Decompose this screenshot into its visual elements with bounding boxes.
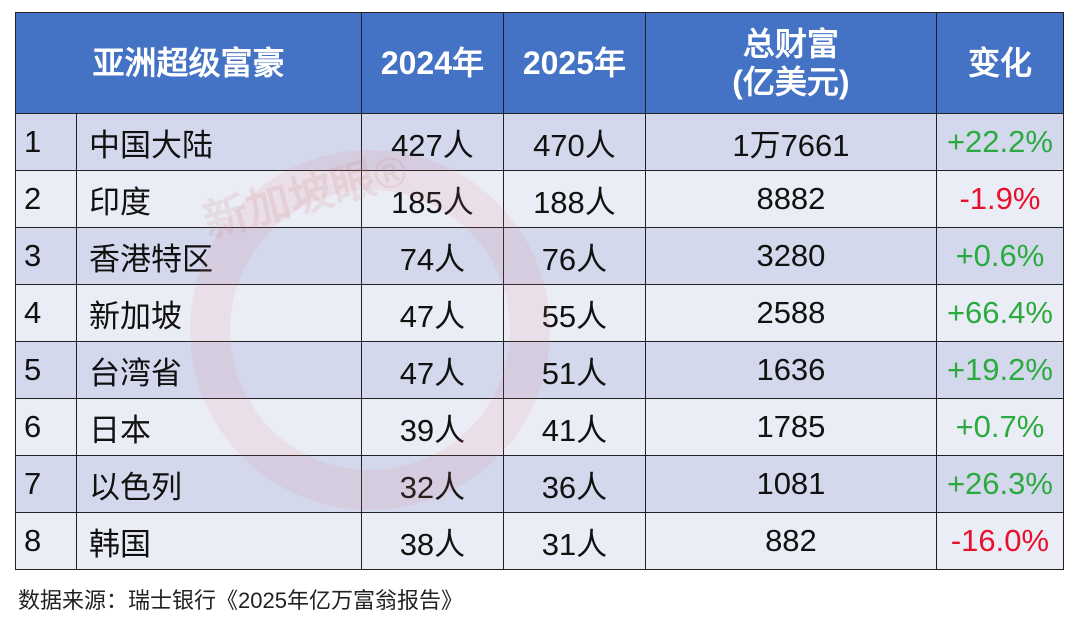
table-row: 5 台湾省 47人 51人 1636 +19.2%: [15, 341, 1065, 399]
cell-wealth: 3280: [644, 227, 937, 285]
cell-change: +66.4%: [935, 284, 1065, 342]
cell-name: 韩国: [76, 512, 362, 570]
cell-change: +26.3%: [935, 455, 1065, 513]
header-title: 亚洲超级富豪: [15, 12, 362, 114]
cell-name: 以色列: [76, 455, 362, 513]
header-2025: 2025年: [502, 12, 646, 114]
table-row: 7 以色列 32人 36人 1081 +26.3%: [15, 455, 1065, 513]
source-note: 数据来源：瑞士银行《2025年亿万富翁报告》: [18, 588, 463, 613]
cell-y2025: 188人: [502, 170, 646, 228]
table-row: 3 香港特区 74人 76人 3280 +0.6%: [15, 227, 1065, 285]
cell-change: +22.2%: [935, 113, 1065, 171]
cell-rank: 7: [15, 455, 77, 513]
cell-y2024: 427人: [360, 113, 504, 171]
cell-y2024: 47人: [360, 284, 504, 342]
cell-name: 台湾省: [76, 341, 362, 399]
header-wealth: 总财富 (亿美元): [644, 12, 937, 114]
cell-wealth: 1081: [644, 455, 937, 513]
table-row: 2 印度 185人 188人 8882 -1.9%: [15, 170, 1065, 228]
cell-y2025: 55人: [502, 284, 646, 342]
cell-y2025: 76人: [502, 227, 646, 285]
table-row: 1 中国大陆 427人 470人 1万7661 +22.2%: [15, 113, 1065, 171]
header-change: 变化: [935, 12, 1065, 114]
cell-rank: 2: [15, 170, 77, 228]
cell-wealth: 1785: [644, 398, 937, 456]
table-row: 4 新加坡 47人 55人 2588 +66.4%: [15, 284, 1065, 342]
table-row: 6 日本 39人 41人 1785 +0.7%: [15, 398, 1065, 456]
cell-name: 印度: [76, 170, 362, 228]
cell-wealth: 1万7661: [644, 113, 937, 171]
billionaire-table: 亚洲超级富豪 2024年 2025年 总财富 (亿美元) 变化 1 中国大陆 427…: [15, 12, 1065, 570]
cell-y2024: 47人: [360, 341, 504, 399]
cell-y2025: 31人: [502, 512, 646, 570]
cell-rank: 8: [15, 512, 77, 570]
cell-y2025: 470人: [502, 113, 646, 171]
cell-y2024: 39人: [360, 398, 504, 456]
header-wealth-line1: 总财富: [742, 26, 839, 62]
cell-y2025: 41人: [502, 398, 646, 456]
cell-wealth: 2588: [644, 284, 937, 342]
cell-rank: 1: [15, 113, 77, 171]
cell-change: +0.6%: [935, 227, 1065, 285]
cell-y2025: 51人: [502, 341, 646, 399]
cell-y2025: 36人: [502, 455, 646, 513]
cell-name: 新加坡: [76, 284, 362, 342]
cell-y2024: 38人: [360, 512, 504, 570]
cell-y2024: 185人: [360, 170, 504, 228]
cell-name: 日本: [76, 398, 362, 456]
cell-name: 中国大陆: [76, 113, 362, 171]
cell-name: 香港特区: [76, 227, 362, 285]
cell-change: -16.0%: [935, 512, 1065, 570]
header-row: 亚洲超级富豪 2024年 2025年 总财富 (亿美元) 变化: [15, 12, 1065, 114]
cell-rank: 6: [15, 398, 77, 456]
cell-rank: 4: [15, 284, 77, 342]
cell-change: +0.7%: [935, 398, 1065, 456]
cell-rank: 3: [15, 227, 77, 285]
header-2024: 2024年: [360, 12, 504, 114]
cell-rank: 5: [15, 341, 77, 399]
cell-change: +19.2%: [935, 341, 1065, 399]
table-row: 8 韩国 38人 31人 882 -16.0%: [15, 512, 1065, 570]
cell-wealth: 882: [644, 512, 937, 570]
cell-change: -1.9%: [935, 170, 1065, 228]
cell-y2024: 74人: [360, 227, 504, 285]
cell-wealth: 8882: [644, 170, 937, 228]
cell-y2024: 32人: [360, 455, 504, 513]
cell-wealth: 1636: [644, 341, 937, 399]
header-wealth-line2: (亿美元): [732, 64, 850, 100]
